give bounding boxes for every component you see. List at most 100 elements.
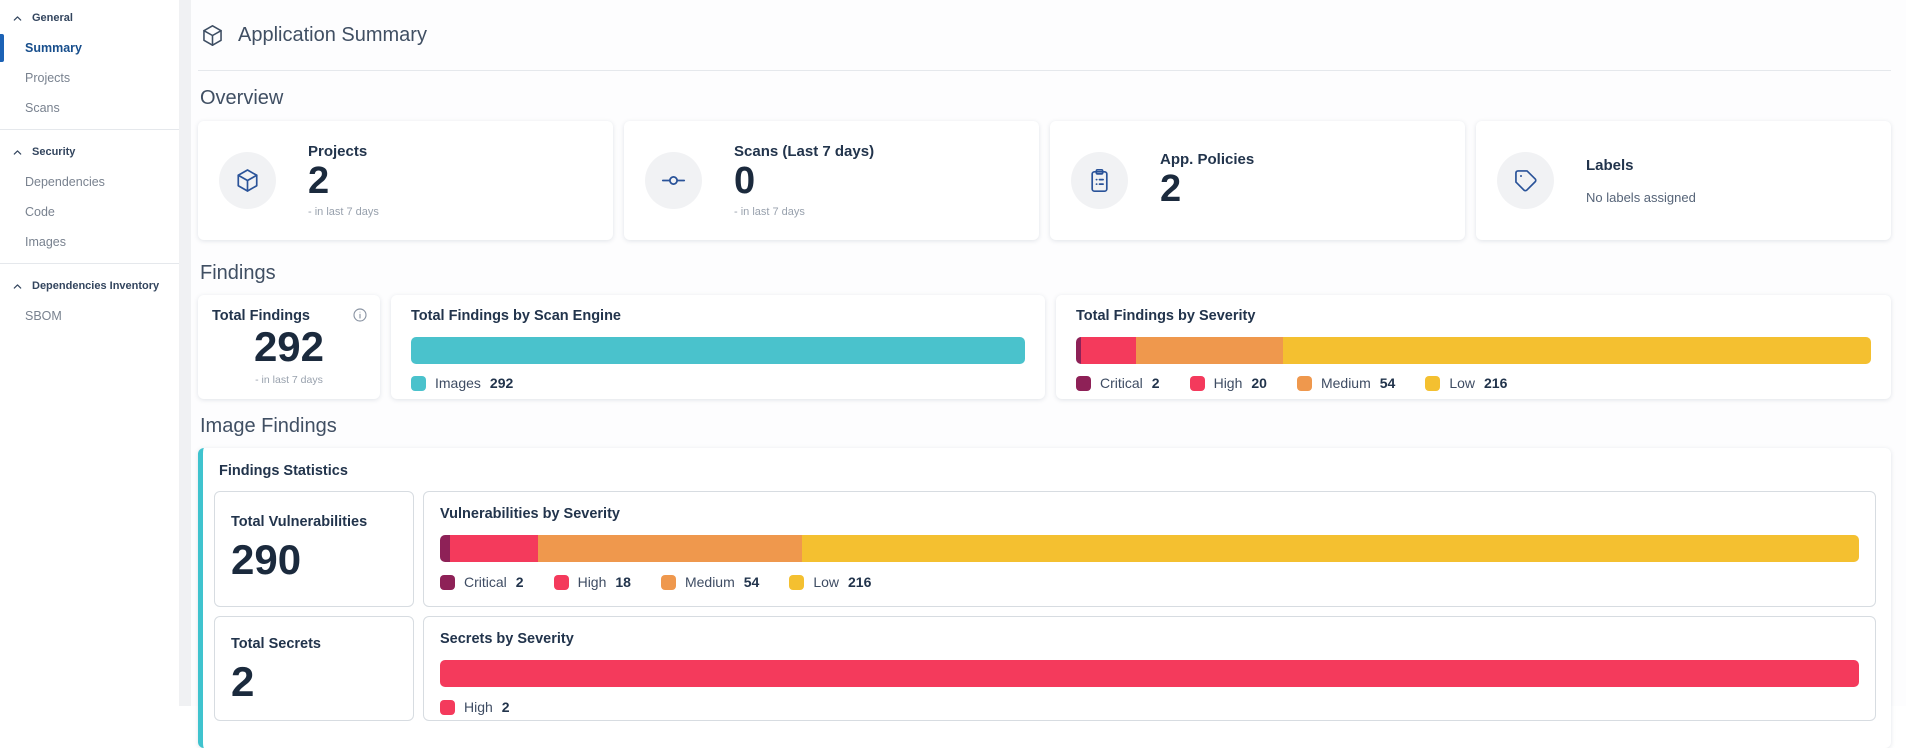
scans-value: 0 xyxy=(734,160,756,203)
projects-card-text: Projects 2 - in last 7 days xyxy=(308,143,379,218)
legend-item-medium: Medium 54 xyxy=(660,574,760,590)
sidebar-item-label: Code xyxy=(25,205,55,219)
sidebar-item-summary[interactable]: Summary xyxy=(0,33,179,63)
findings-by-scan-engine-card: Total Findings by Scan Engine Images 292 xyxy=(391,295,1045,399)
sidebar-item-label: SBOM xyxy=(25,309,62,323)
legend-value: 2 xyxy=(1151,375,1160,391)
sidebar-group-general[interactable]: General xyxy=(0,2,179,33)
secrets-severity-legend: High 2 xyxy=(440,699,1859,715)
page-title: Application Summary xyxy=(238,23,427,46)
app-policies-card-text: App. Policies 2 xyxy=(1160,151,1254,210)
legend-value: 2 xyxy=(515,574,524,590)
sidebar-item-label: Dependencies xyxy=(25,175,105,189)
app-policies-label: App. Policies xyxy=(1160,151,1255,169)
sidebar-item-dependencies[interactable]: Dependencies xyxy=(0,167,179,197)
app-policies-card: App. Policies 2 xyxy=(1050,121,1465,240)
sidebar: General Summary Projects Scans Security … xyxy=(0,0,179,706)
vulnerabilities-by-severity-title: Vulnerabilities by Severity xyxy=(440,506,620,522)
bar-segment-critical xyxy=(440,535,450,562)
total-findings-label: Total Findings xyxy=(212,308,310,324)
legend-item-medium: Medium 54 xyxy=(1296,375,1396,391)
projects-value: 2 xyxy=(308,160,330,203)
scans-subtext: - in last 7 days xyxy=(734,205,805,218)
total-findings-value: 292 xyxy=(253,323,325,370)
scans-card: Scans (Last 7 days) 0 - in last 7 days xyxy=(624,121,1039,240)
legend-item-high: High 18 xyxy=(553,574,631,590)
overview-cards-row: Projects 2 - in last 7 days Scans (Last … xyxy=(198,121,1891,240)
findings-severity-bar xyxy=(1076,337,1871,364)
active-indicator xyxy=(0,34,4,62)
sidebar-item-label: Images xyxy=(25,235,66,249)
legend-label: Medium xyxy=(1320,375,1371,391)
legend-label: Low xyxy=(813,574,840,590)
legend-value: 54 xyxy=(743,574,760,590)
chevron-up-icon xyxy=(13,149,22,155)
findings-cards-row: Total Findings 292 - in last 7 days Tota… xyxy=(198,295,1891,399)
labels-card: Labels No labels assigned xyxy=(1476,121,1891,240)
sidebar-item-code[interactable]: Code xyxy=(0,197,179,227)
legend-item-critical: Critical 2 xyxy=(1076,375,1160,391)
legend-swatch-critical xyxy=(440,574,455,590)
page-header: Application Summary xyxy=(198,0,1891,71)
total-findings-card: Total Findings 292 - in last 7 days xyxy=(198,295,380,399)
total-secrets-value: 2 xyxy=(231,658,255,705)
sidebar-group-label: Security xyxy=(32,146,76,158)
cube-icon xyxy=(237,169,258,192)
vulnerabilities-row: Total Vulnerabilities 290 Vulnerabilitie… xyxy=(214,491,1876,607)
legend-item-critical: Critical 2 xyxy=(440,574,524,590)
sidebar-divider xyxy=(0,263,179,264)
sidebar-item-projects[interactable]: Projects xyxy=(0,63,179,93)
sidebar-item-sbom[interactable]: SBOM xyxy=(0,301,179,331)
sidebar-group-label: Dependencies Inventory xyxy=(32,280,160,292)
legend-value: 216 xyxy=(1484,375,1508,391)
bar-segment-low xyxy=(802,535,1859,562)
total-secrets-card: Total Secrets 2 xyxy=(214,616,414,721)
scans-card-text: Scans (Last 7 days) 0 - in last 7 days xyxy=(734,143,874,218)
secrets-severity-bar xyxy=(440,660,1859,687)
legend-item-low: Low 216 xyxy=(789,574,871,590)
legend-value: 54 xyxy=(1379,375,1396,391)
legend-label: Low xyxy=(1449,375,1476,391)
bar-segment-high xyxy=(1081,337,1136,364)
legend-label: Images xyxy=(435,375,481,391)
legend-value: 20 xyxy=(1251,375,1267,391)
scan-engine-bar xyxy=(411,337,1025,364)
total-vulnerabilities-value: 290 xyxy=(231,536,302,583)
labels-label: Labels xyxy=(1586,156,1634,174)
info-icon[interactable] xyxy=(352,307,368,323)
projects-icon-circle xyxy=(219,152,276,209)
sidebar-group-label: General xyxy=(32,12,73,24)
secrets-by-severity-title: Secrets by Severity xyxy=(440,631,574,647)
sidebar-item-scans[interactable]: Scans xyxy=(0,93,179,123)
main-content: Application Summary Overview Projects 2 … xyxy=(191,0,1906,748)
vulnerabilities-by-severity-card: Vulnerabilities by Severity Critical 2 H… xyxy=(423,491,1876,607)
total-findings-subtext: - in last 7 days xyxy=(255,374,323,386)
findings-by-severity-card: Total Findings by Severity Critical 2 Hi… xyxy=(1056,295,1891,399)
findings-statistics-title: Findings Statistics xyxy=(219,463,348,479)
findings-statistics-card: Findings Statistics Total Vulnerabilitie… xyxy=(198,448,1891,748)
bar-segment-medium xyxy=(1135,337,1283,364)
findings-severity-legend: Critical 2 High 20 Medium 54 Low 216 xyxy=(1076,375,1871,391)
legend-label: High xyxy=(464,699,493,715)
app-policies-icon-circle xyxy=(1071,152,1128,209)
overview-section-title: Overview xyxy=(200,87,284,109)
legend-swatch-high xyxy=(1189,375,1205,391)
sidebar-group-security[interactable]: Security xyxy=(0,136,179,167)
legend-value: 18 xyxy=(615,574,631,590)
legend-label: Medium xyxy=(684,574,735,590)
bar-segment-high xyxy=(449,535,538,562)
legend-swatch-low xyxy=(789,574,805,590)
projects-label: Projects xyxy=(308,143,368,161)
image-findings-section-title: Image Findings xyxy=(200,415,337,437)
labels-card-text: Labels No labels assigned xyxy=(1586,157,1696,205)
sidebar-group-dependencies-inventory[interactable]: Dependencies Inventory xyxy=(0,270,179,301)
legend-swatch-images xyxy=(411,375,426,391)
scrollbar-gutter xyxy=(179,0,191,706)
sidebar-item-images[interactable]: Images xyxy=(0,227,179,257)
tag-icon xyxy=(1515,170,1537,192)
app-policies-value: 2 xyxy=(1160,168,1182,211)
legend-value: 216 xyxy=(848,574,872,590)
legend-label: High xyxy=(1213,375,1243,391)
legend-swatch-low xyxy=(1425,375,1441,391)
legend-swatch-medium xyxy=(660,574,676,590)
